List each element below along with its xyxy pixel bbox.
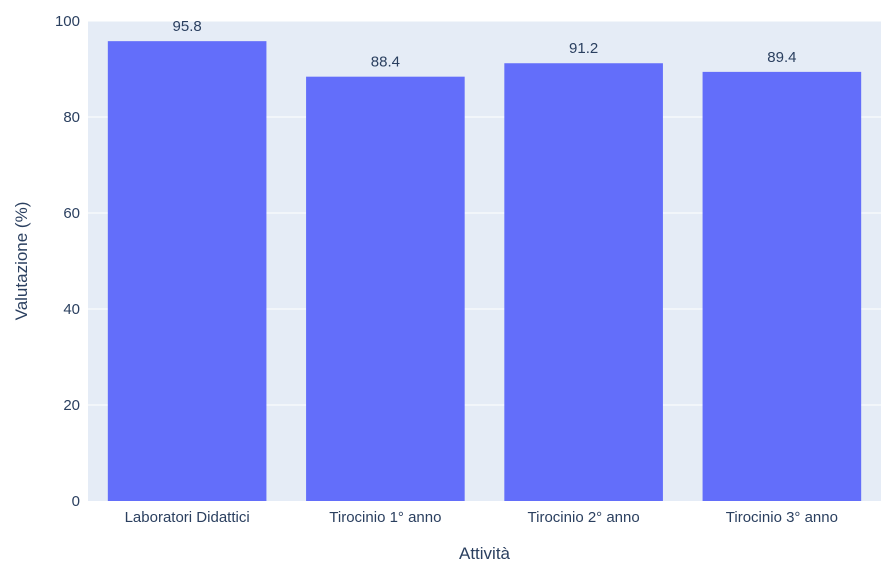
bar[interactable] xyxy=(306,76,465,502)
x-axis-ticks: Laboratori Didattici Tirocinio 1° anno Tir… xyxy=(125,509,838,526)
y-tick-label: 100 xyxy=(55,13,80,30)
bars xyxy=(107,41,862,502)
y-tick-label: 0 xyxy=(72,493,80,510)
y-axis-ticks: 0 20 40 60 80 100 xyxy=(55,13,80,510)
y-axis-title: Valutazione (%) xyxy=(12,202,31,321)
bar[interactable] xyxy=(107,41,267,501)
bar-value-label: 91.2 xyxy=(569,40,598,57)
bar-value-label: 89.4 xyxy=(767,49,796,66)
bar-value-labels: 95.8 88.4 91.2 89.4 xyxy=(173,18,797,71)
x-tick-label: Tirocinio 3° anno xyxy=(726,509,838,526)
x-axis-title: Attività xyxy=(459,544,511,562)
bar-value-label: 95.8 xyxy=(173,18,202,35)
y-tick-label: 40 xyxy=(63,301,80,318)
bar-value-label: 88.4 xyxy=(371,54,400,71)
y-tick-label: 80 xyxy=(63,109,80,126)
bar[interactable] xyxy=(702,71,862,501)
bar[interactable] xyxy=(504,63,663,502)
x-tick-label: Tirocinio 1° anno xyxy=(329,509,441,526)
x-tick-label: Tirocinio 2° anno xyxy=(528,509,640,526)
x-tick-label: Laboratori Didattici xyxy=(125,509,250,526)
y-tick-label: 60 xyxy=(63,205,80,222)
y-tick-label: 20 xyxy=(63,397,80,414)
